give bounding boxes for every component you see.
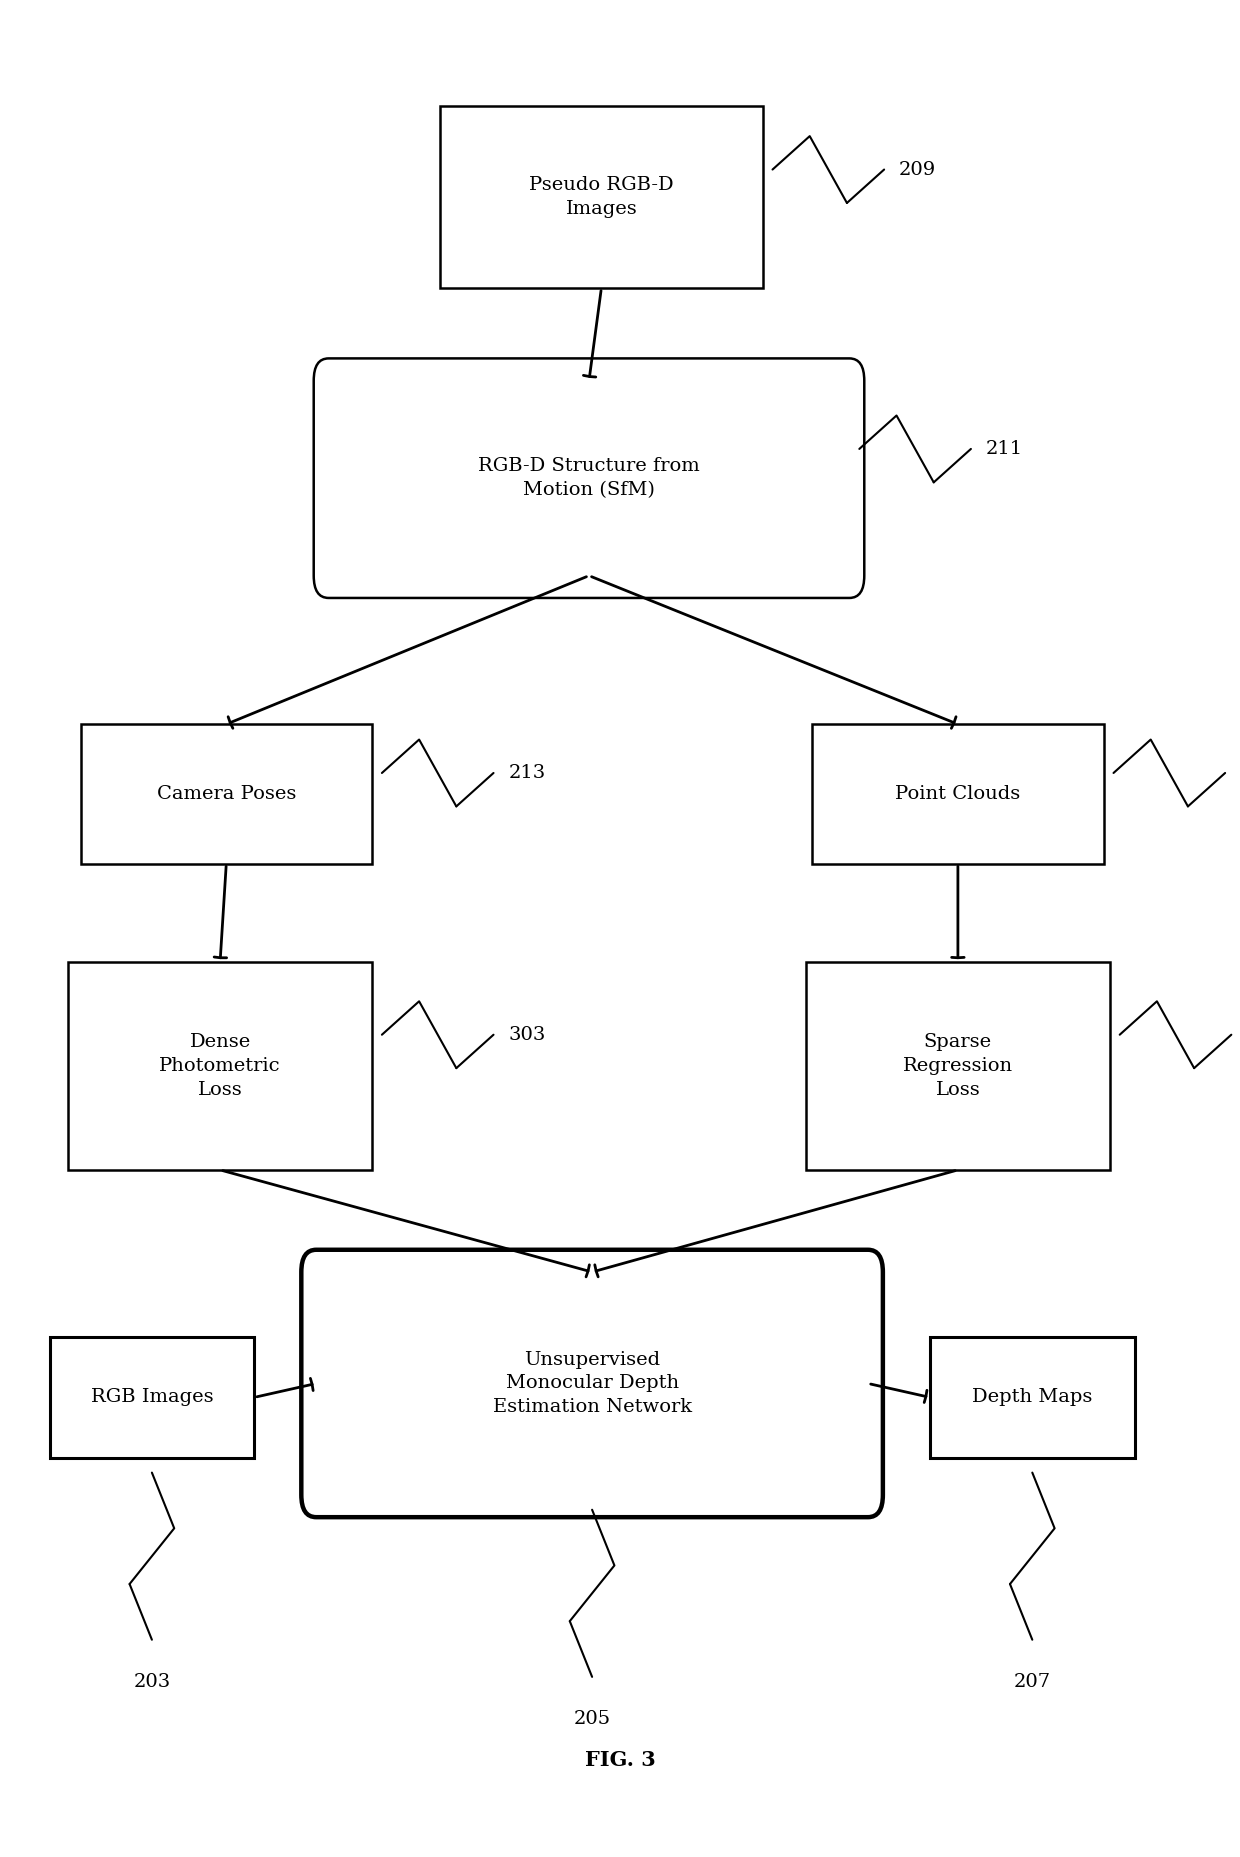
FancyBboxPatch shape [301, 1250, 883, 1517]
Bar [812, 724, 1104, 864]
Text: Depth Maps: Depth Maps [972, 1389, 1092, 1406]
Text: 203: 203 [133, 1673, 171, 1692]
Text: Camera Poses: Camera Poses [156, 786, 296, 802]
Text: 207: 207 [1014, 1673, 1050, 1692]
Text: RGB-D Structure from
Motion (SfM): RGB-D Structure from Motion (SfM) [479, 457, 699, 500]
Text: FIG. 3: FIG. 3 [584, 1751, 656, 1770]
Text: RGB Images: RGB Images [91, 1389, 213, 1406]
Text: 213: 213 [508, 763, 546, 782]
Text: 209: 209 [899, 160, 936, 178]
FancyBboxPatch shape [314, 358, 864, 598]
Text: 205: 205 [574, 1710, 610, 1729]
Bar [806, 962, 1110, 1170]
Bar [50, 1337, 254, 1458]
Text: Sparse
Regression
Loss: Sparse Regression Loss [903, 1032, 1013, 1099]
Bar [930, 1337, 1135, 1458]
Bar [81, 724, 372, 864]
Text: 211: 211 [986, 440, 1023, 459]
Text: Unsupervised
Monocular Depth
Estimation Network: Unsupervised Monocular Depth Estimation … [492, 1350, 692, 1417]
Text: 303: 303 [508, 1025, 546, 1044]
Bar [68, 962, 372, 1170]
Text: Point Clouds: Point Clouds [895, 786, 1021, 802]
Bar [440, 106, 763, 288]
Text: Pseudo RGB-D
Images: Pseudo RGB-D Images [529, 176, 673, 217]
Text: Dense
Photometric
Loss: Dense Photometric Loss [159, 1032, 281, 1099]
